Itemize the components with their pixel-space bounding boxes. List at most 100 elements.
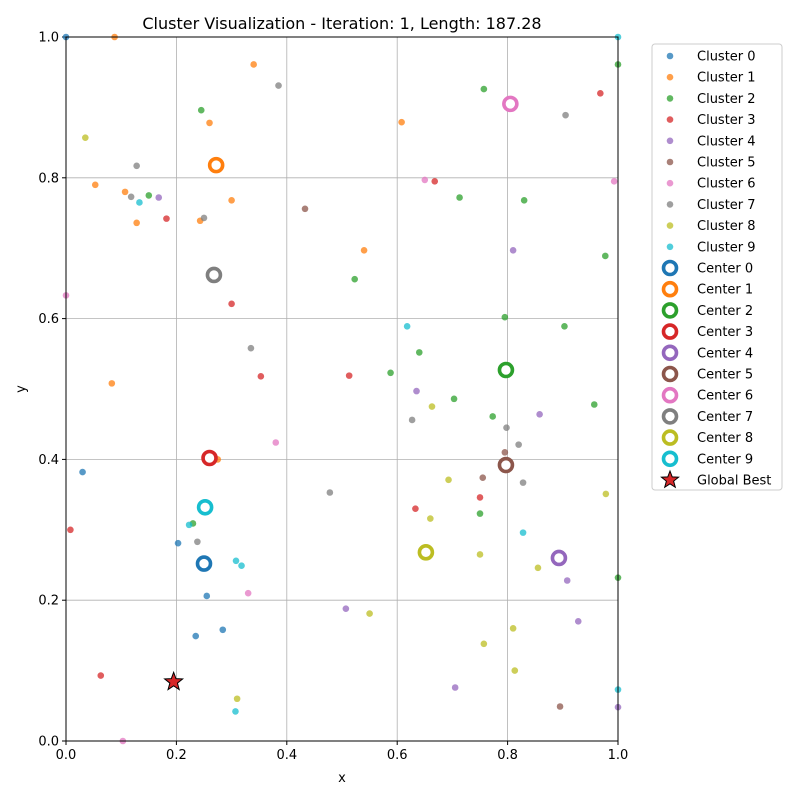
cluster-centers — [195, 95, 568, 572]
x-tick-label: 0.6 — [387, 748, 408, 763]
data-points — [62, 33, 622, 745]
cluster-0-point — [219, 626, 227, 634]
cluster-4-point — [536, 411, 543, 418]
y-tick-label: 0.8 — [38, 171, 59, 186]
legend-label-center-0: Center 0 — [697, 262, 753, 277]
legend-marker-center-4 — [661, 344, 679, 362]
legend-marker-center-0 — [661, 259, 679, 277]
y-tick-label: 1.0 — [38, 31, 59, 46]
cluster-2-point — [450, 395, 458, 403]
cluster-3-point — [597, 90, 604, 97]
cluster-1-point — [228, 197, 235, 204]
cluster-8-point — [233, 695, 241, 703]
cluster-3-point — [257, 373, 265, 380]
cluster-0-point — [79, 468, 86, 476]
legend-marker-cluster-5 — [666, 158, 674, 166]
cluster-2-point — [456, 194, 463, 201]
cluster-6-point — [244, 589, 252, 597]
legend-label-center-8: Center 8 — [697, 431, 753, 446]
cluster-2-point — [476, 510, 484, 517]
legend-label-cluster-0: Cluster 0 — [697, 50, 756, 65]
cluster-8-point — [476, 551, 484, 558]
cluster-8-point — [534, 564, 542, 572]
cluster-5-point — [301, 205, 309, 213]
center-6-marker — [502, 95, 519, 113]
legend-label-cluster-3: Cluster 3 — [697, 113, 756, 128]
cluster-3-point — [412, 505, 419, 512]
x-tick-label: 0.2 — [166, 748, 187, 763]
cluster-5-point — [479, 474, 487, 482]
cluster-6-point — [272, 439, 280, 446]
global-best-group — [163, 670, 185, 691]
center-4-marker — [550, 549, 568, 567]
legend-marker-center-2 — [661, 302, 679, 319]
legend-marker-center-5 — [661, 365, 679, 383]
legend-label-center-3: Center 3 — [697, 325, 753, 340]
x-tick-label: 0.4 — [276, 748, 297, 763]
y-axis-ticks: 0.0 0.2 0.4 0.6 0.8 1.0 — [38, 31, 66, 750]
legend-label-center-5: Center 5 — [697, 368, 753, 383]
cluster-7-point — [562, 111, 569, 119]
legend-label-cluster-2: Cluster 2 — [697, 92, 756, 107]
cluster-3-point — [345, 372, 353, 379]
cluster-7-point — [503, 424, 510, 432]
cluster-8-point — [480, 640, 488, 648]
cluster-8-point — [427, 515, 434, 522]
cluster-7-point — [326, 489, 334, 496]
center-1-marker — [207, 156, 225, 174]
legend-marker-center-1 — [661, 280, 679, 298]
cluster-8-point — [82, 134, 89, 141]
legend-marker-cluster-3 — [666, 116, 674, 123]
legend-marker-cluster-4 — [666, 137, 674, 145]
legend-marker-center-8 — [661, 429, 679, 446]
global-best-star — [163, 670, 185, 691]
cluster-2-point — [561, 323, 568, 330]
cluster-4-point — [342, 605, 350, 612]
cluster-4-point — [563, 577, 571, 584]
legend-label-global-best: Global Best — [697, 474, 771, 489]
legend-label-cluster-7: Cluster 7 — [697, 198, 756, 213]
legend-label-cluster-4: Cluster 4 — [697, 134, 756, 149]
cluster-6-point — [610, 178, 618, 185]
x-tick-label: 0.8 — [497, 748, 518, 763]
cluster-7-point — [200, 214, 208, 222]
cluster-4-point — [574, 618, 582, 625]
cluster-1-point — [360, 247, 368, 254]
cluster-4-point — [155, 194, 163, 201]
cluster-7-point — [515, 441, 522, 448]
cluster-2-point — [415, 349, 423, 356]
cluster-6-point — [421, 176, 429, 184]
legend-marker-cluster-9 — [666, 243, 674, 251]
grid — [65, 36, 619, 742]
center-8-marker — [417, 544, 435, 561]
cluster-2-point — [351, 275, 358, 283]
legend-marker-center-9 — [661, 450, 679, 468]
cluster-3-point — [431, 178, 439, 185]
cluster-2-point — [480, 85, 488, 93]
cluster-1-point — [206, 119, 213, 127]
y-tick-label: 0.6 — [38, 312, 59, 327]
legend-label-cluster-5: Cluster 5 — [697, 156, 756, 171]
cluster-7-point — [275, 82, 282, 89]
cluster-2-point — [197, 106, 205, 114]
legend-label-cluster-6: Cluster 6 — [697, 177, 756, 192]
cluster-2-point — [489, 413, 496, 420]
legend-marker-cluster-0 — [666, 52, 674, 60]
legend-label-cluster-9: Cluster 9 — [697, 240, 756, 255]
cluster-9-point — [185, 521, 193, 529]
center-2-marker — [497, 361, 515, 379]
cluster-1-point — [250, 61, 257, 68]
y-tick-label: 0.0 — [38, 735, 59, 750]
cluster-9-point — [232, 557, 240, 565]
center-9-marker — [196, 498, 214, 516]
cluster-2-point — [145, 192, 153, 199]
legend-marker-center-7 — [661, 408, 679, 425]
legend-label-center-4: Center 4 — [697, 346, 753, 361]
center-3-marker — [201, 449, 218, 467]
cluster-9-point — [232, 708, 239, 715]
chart-title: Cluster Visualization - Iteration: 1, Le… — [142, 14, 541, 33]
cluster-2-point — [520, 197, 528, 204]
legend-marker-center-3 — [661, 323, 679, 340]
cluster-5-point — [501, 449, 509, 456]
legend-marker-center-6 — [661, 386, 679, 404]
